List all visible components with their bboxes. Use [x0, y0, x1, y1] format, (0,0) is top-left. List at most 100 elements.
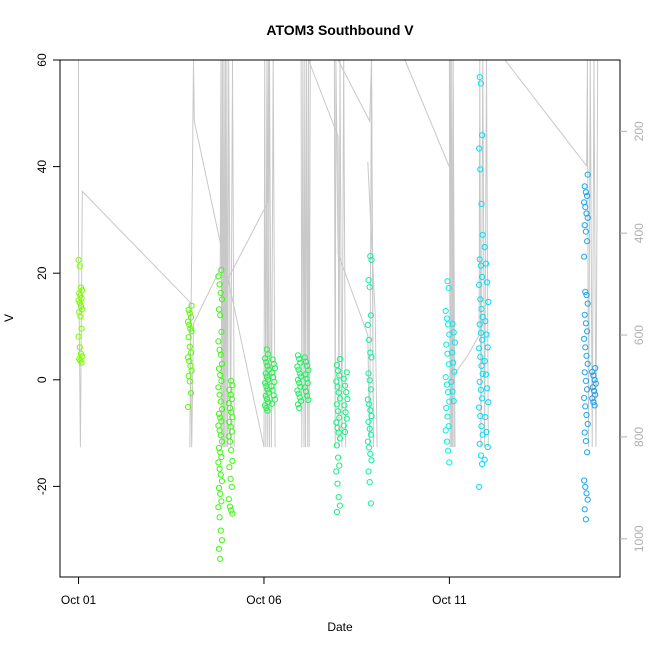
data-point	[365, 418, 372, 425]
data-point	[479, 273, 486, 280]
data-point	[584, 300, 591, 307]
data-point	[343, 389, 350, 396]
data-point	[448, 349, 455, 356]
data-point	[76, 263, 83, 270]
data-point	[444, 350, 451, 357]
data-point	[226, 503, 234, 510]
data-point	[479, 460, 486, 468]
data-point	[218, 498, 225, 505]
data-point	[450, 359, 457, 366]
data-point	[335, 408, 342, 415]
data-point	[443, 381, 450, 388]
data-point	[366, 444, 373, 451]
data-point	[216, 391, 223, 398]
y2-tick-label: 800	[632, 427, 646, 447]
data-point	[582, 438, 590, 445]
data-point	[483, 331, 490, 338]
data-point	[228, 377, 235, 384]
data-point	[333, 442, 340, 449]
data-point	[78, 325, 85, 332]
data-point	[592, 391, 599, 398]
data-point	[217, 289, 224, 296]
data-point	[592, 380, 599, 387]
data-point	[186, 343, 193, 350]
data-point	[582, 228, 590, 235]
data-point	[445, 321, 452, 328]
data-point	[218, 537, 226, 544]
data-point	[478, 423, 485, 430]
data-point	[301, 384, 308, 391]
data-point	[583, 490, 590, 497]
data-point	[215, 504, 222, 511]
data-point	[341, 402, 348, 409]
data-point	[301, 354, 308, 361]
depth-trace-line-9	[448, 59, 455, 448]
y2-tick-label: 600	[632, 325, 646, 345]
data-point	[340, 375, 347, 382]
data-point	[229, 382, 236, 389]
data-point	[584, 386, 591, 393]
data-point	[364, 438, 371, 445]
data-point	[481, 358, 488, 365]
data-point	[584, 420, 591, 428]
data-point	[479, 370, 486, 377]
data-point	[476, 145, 483, 152]
data-point	[590, 372, 597, 379]
data-point	[450, 329, 457, 336]
data-point	[303, 375, 310, 382]
data-point	[365, 468, 372, 475]
data-point	[262, 392, 269, 399]
y-tick-label: 40	[35, 160, 49, 174]
data-point	[333, 378, 340, 385]
data-point	[476, 74, 483, 81]
data-point	[76, 309, 83, 316]
data-point	[228, 507, 235, 514]
data-point	[477, 166, 484, 173]
data-point	[581, 222, 588, 229]
data-point	[484, 385, 491, 392]
data-point	[217, 471, 224, 478]
data-point	[583, 352, 590, 359]
data-point	[367, 450, 374, 457]
data-point	[582, 189, 590, 196]
data-point	[302, 388, 310, 395]
data-point	[485, 399, 492, 406]
data-point	[218, 266, 225, 274]
data-point	[228, 447, 235, 454]
data-point	[333, 419, 340, 426]
data-point	[305, 367, 312, 374]
data-point	[271, 396, 279, 403]
data-point	[485, 298, 492, 306]
data-point	[584, 496, 591, 503]
data-point	[302, 358, 310, 365]
data-point	[294, 352, 302, 359]
data-point	[443, 404, 450, 412]
data-point	[479, 132, 486, 139]
data-point	[296, 379, 303, 387]
y-tick-label: 60	[35, 53, 49, 67]
data-point	[581, 394, 588, 401]
data-point	[581, 369, 588, 376]
data-point	[304, 362, 311, 369]
data-point	[336, 462, 343, 469]
data-point	[264, 407, 271, 414]
data-point	[270, 392, 277, 399]
data-point	[271, 378, 278, 385]
y2-tick-label: 200	[632, 121, 646, 141]
data-point	[476, 378, 483, 385]
data-point	[76, 299, 83, 307]
data-point	[218, 454, 225, 461]
axes-layer: Oct 01 Oct 06 Oct 11 -20 0 20 40 60 200 400 600 800…	[35, 53, 646, 607]
data-point	[583, 291, 590, 299]
data-point	[305, 396, 312, 404]
data-point	[582, 320, 590, 327]
data-point	[484, 344, 491, 351]
data-point	[583, 411, 590, 419]
depth-trace-line-7	[367, 161, 378, 448]
data-point	[367, 312, 374, 319]
data-point	[188, 328, 195, 335]
data-point	[335, 389, 342, 396]
data-point	[218, 360, 226, 367]
data-point	[476, 281, 483, 288]
